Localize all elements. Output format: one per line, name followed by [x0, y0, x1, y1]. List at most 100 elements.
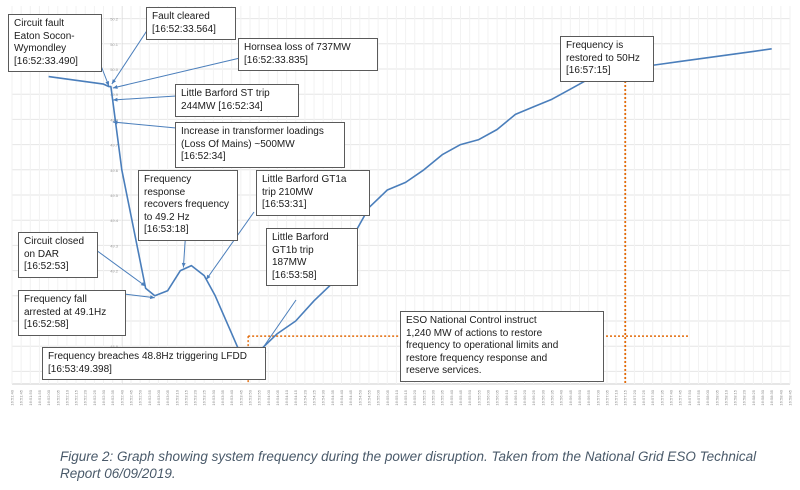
- x-tick-label: 16:56:10: [504, 389, 509, 405]
- x-tick-label: 16:52:50: [138, 389, 143, 405]
- y-tick-label: 49.9: [110, 92, 119, 97]
- figure-caption: Figure 2: Graph showing system frequency…: [60, 449, 757, 481]
- annotation-barford-st: Little Barford ST trip 244MW [16:52:34]: [175, 84, 299, 117]
- annotation-transformer: Increase in transformer loadings (Loss O…: [175, 122, 345, 168]
- x-tick-label: 16:58:45: [788, 389, 793, 405]
- y-tick-label: 49.5: [110, 193, 119, 198]
- x-tick-label: 16:57:45: [678, 389, 683, 405]
- x-tick-label: 16:53:35: [220, 389, 225, 405]
- x-tick-label: 16:58:35: [769, 389, 774, 405]
- x-tick-label: 16:52:10: [64, 389, 69, 405]
- x-tick-label: 16:56:55: [586, 389, 591, 405]
- x-tick-label: 16:53:25: [202, 389, 207, 405]
- x-tick-label: 16:55:40: [449, 389, 454, 405]
- x-tick-label: 16:54:35: [330, 389, 335, 405]
- x-tick-label: 16:53:55: [257, 389, 262, 405]
- x-tick-label: 16:55:45: [458, 389, 463, 405]
- leader-gt1b: [258, 299, 297, 354]
- leader-gt1a: [205, 211, 255, 280]
- x-tick-label: 16:57:15: [623, 389, 628, 405]
- x-tick-label: 16:55:30: [431, 389, 436, 405]
- x-tick-label: 16:54:05: [275, 389, 280, 405]
- annotation-fault: Circuit fault Eaton Socon- Wymondley [16…: [8, 14, 102, 72]
- x-tick-label: 16:57:20: [632, 389, 637, 405]
- x-axis-ticks: 16:51:40 16:51:45 16:51:50 16:51:55 16:52:00…: [10, 389, 793, 405]
- leader-freq-response-arrowhead: [181, 262, 186, 268]
- x-tick-label: 16:54:15: [293, 389, 298, 405]
- x-tick-label: 16:56:15: [513, 389, 518, 405]
- leader-fault-cleared: [111, 25, 151, 85]
- annotation-circuit-closed: Circuit closed on DAR [16:52:53]: [18, 232, 98, 278]
- annotation-lfdd: Frequency breaches 48.8Hz triggering LFD…: [42, 347, 266, 380]
- leader-gt1a-arrowhead: [206, 274, 211, 280]
- x-tick-label: 16:53:40: [229, 389, 234, 405]
- x-tick-label: 16:58:40: [778, 389, 783, 405]
- x-tick-label: 16:58:20: [742, 389, 747, 405]
- leader-freq-fall-arrowhead: [149, 295, 155, 300]
- x-tick-label: 16:57:00: [595, 389, 600, 405]
- x-tick-label: 16:55:25: [421, 389, 426, 405]
- y-tick-label: 49.2: [110, 269, 119, 274]
- annotation-eso: ESO National Control instruct 1,240 MW o…: [400, 311, 604, 382]
- x-tick-label: 16:51:45: [19, 389, 24, 405]
- annotation-hornsea: Hornsea loss of 737MW [16:52:33.835]: [238, 38, 378, 71]
- x-tick-label: 16:57:05: [604, 389, 609, 405]
- x-tick-label: 16:52:45: [128, 389, 133, 405]
- x-tick-label: 16:52:30: [101, 389, 106, 405]
- x-tick-label: 16:55:00: [376, 389, 381, 405]
- x-tick-label: 16:57:50: [687, 389, 692, 405]
- x-tick-label: 16:57:10: [614, 389, 619, 405]
- leader-transformer-arrowhead: [112, 120, 118, 125]
- x-tick-label: 16:58:15: [733, 389, 738, 405]
- x-tick-label: 16:54:25: [312, 389, 317, 405]
- x-tick-label: 16:56:45: [568, 389, 573, 405]
- x-tick-label: 16:54:45: [348, 389, 353, 405]
- x-tick-label: 16:57:55: [696, 389, 701, 405]
- x-tick-label: 16:55:05: [385, 389, 390, 405]
- y-tick-label: 49.7: [110, 143, 119, 148]
- x-tick-label: 16:55:35: [440, 389, 445, 405]
- x-tick-label: 16:56:25: [531, 389, 536, 405]
- x-tick-label: 16:55:20: [412, 389, 417, 405]
- x-tick-label: 16:58:00: [705, 389, 710, 405]
- annotation-gt1a: Little Barford GT1a trip 210MW [16:53:31…: [256, 170, 370, 216]
- leader-hornsea: [112, 57, 241, 89]
- x-tick-label: 16:56:30: [540, 389, 545, 405]
- leader-fault-cleared-arrowhead: [111, 79, 117, 84]
- x-tick-label: 16:57:25: [641, 389, 646, 405]
- leader-barford-st: [112, 95, 177, 101]
- leader-hornsea-arrowhead: [112, 85, 118, 89]
- x-tick-label: 16:52:05: [55, 389, 60, 405]
- x-tick-label: 16:56:40: [559, 389, 564, 405]
- x-tick-label: 16:54:50: [357, 389, 362, 405]
- x-tick-label: 16:52:25: [92, 389, 97, 405]
- x-tick-label: 16:55:50: [467, 389, 472, 405]
- y-tick-label: 50.0: [110, 67, 119, 72]
- x-tick-label: 16:54:20: [302, 389, 307, 405]
- x-tick-label: 16:53:20: [193, 389, 198, 405]
- x-tick-label: 16:53:15: [183, 389, 188, 405]
- x-tick-label: 16:52:00: [46, 389, 51, 405]
- x-tick-label: 16:51:50: [28, 389, 33, 405]
- x-tick-label: 16:54:00: [266, 389, 271, 405]
- x-tick-label: 16:54:10: [284, 389, 289, 405]
- x-tick-label: 16:51:55: [37, 389, 42, 405]
- x-tick-label: 16:56:50: [577, 389, 582, 405]
- y-tick-label: 50.2: [110, 17, 119, 22]
- x-tick-label: 16:56:00: [485, 389, 490, 405]
- x-tick-label: 16:56:20: [522, 389, 527, 405]
- x-tick-label: 16:56:05: [495, 389, 500, 405]
- leader-transformer: [112, 121, 177, 129]
- x-tick-label: 16:51:40: [10, 389, 15, 405]
- x-tick-label: 16:52:40: [119, 389, 124, 405]
- x-tick-label: 16:57:30: [650, 389, 655, 405]
- annotation-freq-fall: Frequency fall arrested at 49.1Hz [16:52…: [18, 290, 126, 336]
- x-tick-label: 16:55:55: [476, 389, 481, 405]
- y-tick-label: 49.3: [110, 243, 119, 248]
- x-tick-label: 16:55:10: [394, 389, 399, 405]
- x-tick-label: 16:53:30: [211, 389, 216, 405]
- x-tick-label: 16:56:35: [550, 389, 555, 405]
- x-tick-label: 16:52:55: [147, 389, 152, 405]
- y-tick-label: 48.9: [110, 344, 119, 349]
- y-tick-label: 50.1: [110, 42, 119, 47]
